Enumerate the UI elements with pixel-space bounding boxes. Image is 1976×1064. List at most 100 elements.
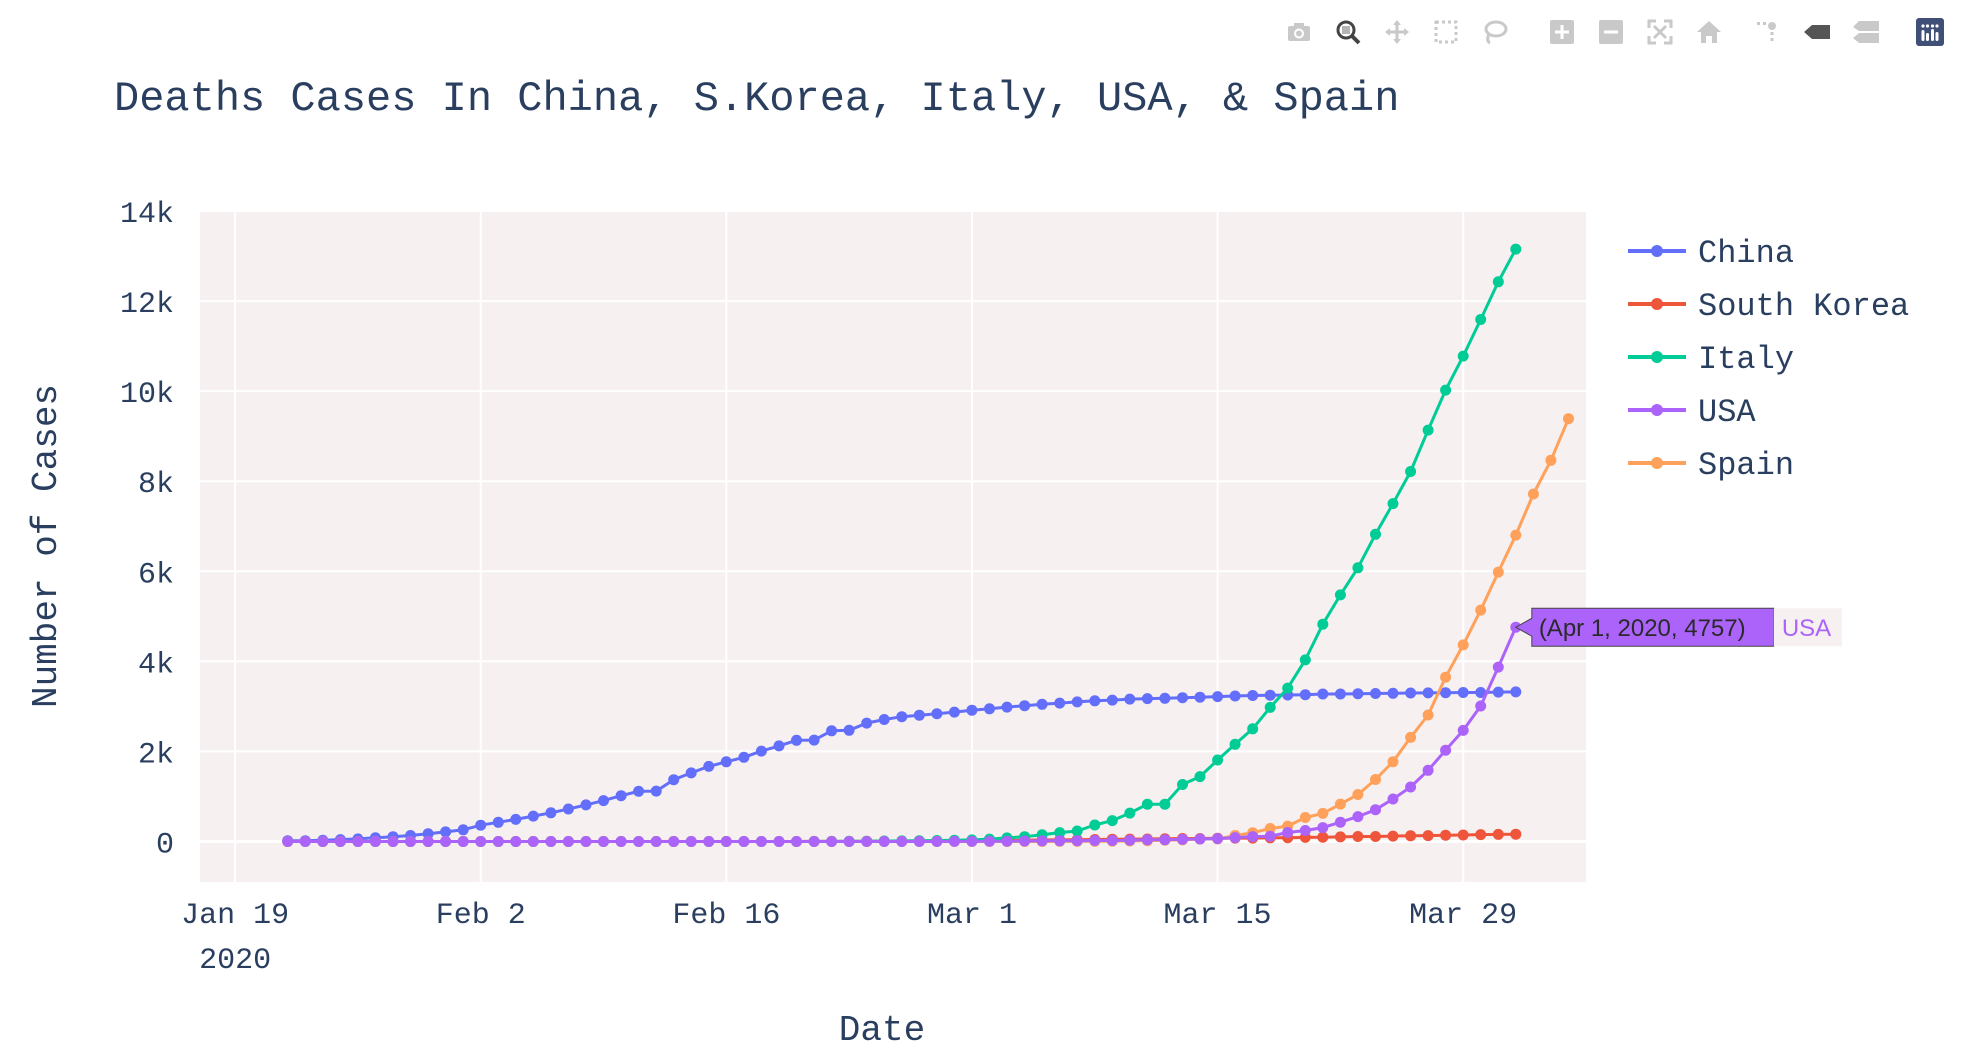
data-point[interactable]: [1405, 687, 1417, 699]
data-point[interactable]: [1299, 825, 1311, 836]
data-point[interactable]: [1492, 566, 1504, 578]
data-point[interactable]: [1492, 686, 1504, 698]
data-point[interactable]: [1510, 828, 1522, 840]
data-point[interactable]: [1457, 350, 1469, 362]
data-point[interactable]: [1106, 835, 1118, 846]
data-point[interactable]: [633, 785, 645, 797]
data-point[interactable]: [1352, 831, 1364, 842]
data-point[interactable]: [1370, 688, 1381, 699]
data-point[interactable]: [878, 836, 890, 847]
data-point[interactable]: [282, 836, 294, 847]
data-point[interactable]: [1440, 829, 1452, 841]
data-point[interactable]: [1177, 692, 1188, 704]
data-point[interactable]: [1334, 816, 1346, 828]
data-point[interactable]: [948, 835, 960, 847]
data-point[interactable]: [1352, 562, 1364, 574]
hover-compare-button[interactable]: [1849, 14, 1883, 50]
data-point[interactable]: [1370, 831, 1381, 842]
data-point[interactable]: [1457, 829, 1469, 841]
data-point[interactable]: [1106, 815, 1118, 827]
data-point[interactable]: [878, 714, 890, 725]
data-point[interactable]: [1317, 688, 1329, 700]
data-point[interactable]: [1019, 700, 1031, 712]
data-point[interactable]: [1299, 654, 1311, 666]
data-point[interactable]: [1106, 694, 1118, 706]
legend-item-italy[interactable]: Italy: [1628, 341, 1794, 378]
data-point[interactable]: [369, 836, 381, 847]
data-point[interactable]: [966, 704, 978, 716]
data-point[interactable]: [1387, 756, 1399, 768]
data-point[interactable]: [1089, 695, 1101, 707]
data-point[interactable]: [1405, 731, 1417, 743]
plotly-logo-button[interactable]: [1913, 14, 1947, 50]
data-point[interactable]: [334, 836, 346, 847]
data-point[interactable]: [1422, 764, 1434, 776]
data-point[interactable]: [1264, 701, 1276, 713]
data-point[interactable]: [527, 810, 539, 822]
data-point[interactable]: [738, 751, 750, 763]
data-point[interactable]: [580, 836, 592, 847]
data-point[interactable]: [668, 836, 680, 847]
data-point[interactable]: [1001, 835, 1013, 847]
data-point[interactable]: [1370, 804, 1381, 816]
data-point[interactable]: [1282, 682, 1294, 694]
data-point[interactable]: [1054, 697, 1066, 709]
data-point[interactable]: [1352, 688, 1364, 700]
data-point[interactable]: [1422, 709, 1434, 721]
data-point[interactable]: [1334, 589, 1346, 601]
data-point[interactable]: [405, 836, 416, 847]
data-point[interactable]: [545, 836, 557, 847]
legend-item-spain[interactable]: Spain: [1628, 447, 1794, 484]
data-point[interactable]: [1212, 691, 1224, 703]
data-point[interactable]: [1334, 688, 1346, 700]
data-point[interactable]: [1492, 828, 1504, 840]
data-point[interactable]: [1422, 687, 1434, 699]
data-point[interactable]: [896, 711, 908, 723]
data-point[interactable]: [1212, 754, 1224, 766]
data-point[interactable]: [317, 836, 329, 847]
data-point[interactable]: [457, 824, 469, 836]
data-point[interactable]: [1019, 835, 1031, 847]
data-point[interactable]: [1387, 830, 1399, 842]
legend-item-china[interactable]: China: [1628, 235, 1794, 272]
box-select-button[interactable]: [1429, 14, 1463, 50]
data-point[interactable]: [984, 703, 995, 715]
data-point[interactable]: [1317, 807, 1329, 819]
data-point[interactable]: [492, 816, 504, 828]
data-point[interactable]: [1194, 691, 1206, 703]
data-point[interactable]: [1370, 528, 1381, 540]
data-point[interactable]: [1089, 819, 1101, 831]
data-point[interactable]: [1124, 807, 1136, 819]
data-point[interactable]: [1264, 823, 1276, 834]
data-point[interactable]: [668, 774, 680, 786]
data-point[interactable]: [1282, 827, 1294, 838]
data-point[interactable]: [1387, 687, 1399, 699]
data-point[interactable]: [1054, 827, 1066, 839]
data-point[interactable]: [1036, 698, 1048, 710]
data-point[interactable]: [475, 836, 487, 847]
data-point[interactable]: [1457, 639, 1469, 651]
data-point[interactable]: [1510, 686, 1522, 698]
data-point[interactable]: [1352, 789, 1364, 800]
data-point[interactable]: [1457, 687, 1469, 698]
data-point[interactable]: [1563, 413, 1574, 425]
data-point[interactable]: [1247, 690, 1259, 701]
data-point[interactable]: [650, 836, 662, 847]
data-point[interactable]: [387, 836, 399, 847]
data-point[interactable]: [896, 836, 908, 847]
data-point[interactable]: [580, 799, 592, 811]
data-point[interactable]: [527, 836, 539, 847]
data-point[interactable]: [1387, 498, 1399, 510]
data-point[interactable]: [440, 826, 452, 838]
lasso-select-button[interactable]: [1478, 14, 1512, 50]
data-point[interactable]: [755, 836, 767, 847]
data-point[interactable]: [1247, 723, 1259, 735]
data-point[interactable]: [843, 724, 855, 736]
data-point[interactable]: [1264, 689, 1276, 701]
data-point[interactable]: [615, 790, 627, 802]
data-point[interactable]: [1177, 779, 1188, 790]
data-point[interactable]: [1405, 781, 1417, 793]
data-point[interactable]: [738, 836, 750, 847]
data-point[interactable]: [1492, 276, 1504, 288]
data-point[interactable]: [1387, 793, 1399, 805]
